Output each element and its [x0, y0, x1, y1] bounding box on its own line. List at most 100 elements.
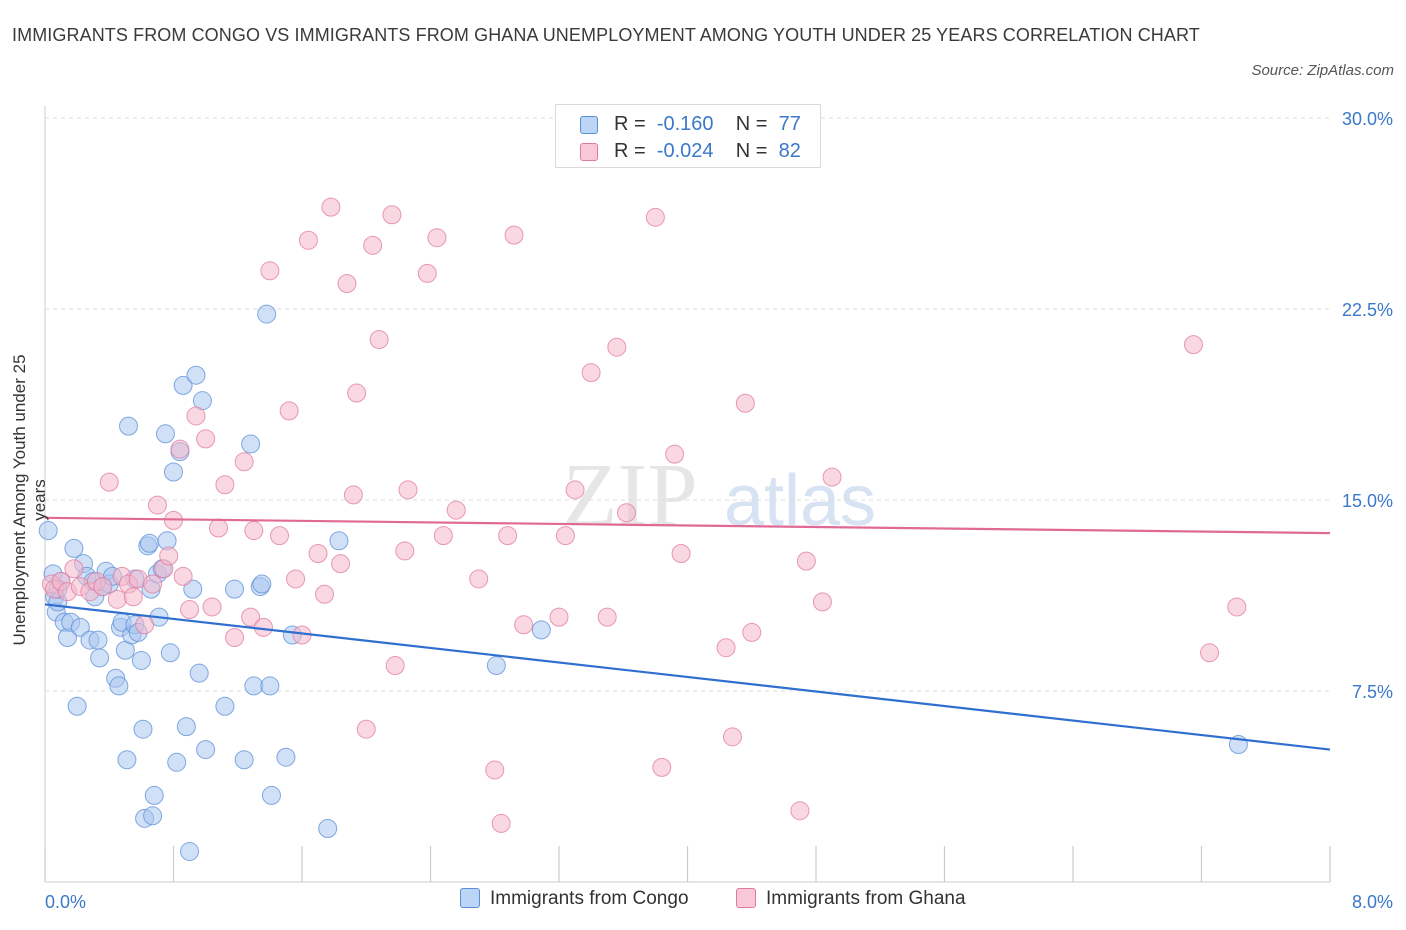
series-congo [38, 304, 1248, 861]
congo-point-58 [215, 696, 235, 716]
ghana-point-27 [208, 518, 228, 538]
bottom-legend-ghana: Immigrants from Ghana [736, 888, 966, 910]
legend-swatch-congo [580, 116, 598, 134]
congo-point-72 [486, 656, 506, 676]
ghana-point-40 [308, 543, 328, 563]
ghana-point-82 [822, 467, 842, 487]
ghana-point-74 [671, 543, 691, 563]
series-ghana [41, 197, 1247, 833]
congo-point-40 [144, 785, 164, 805]
congo-point-24 [109, 676, 129, 696]
ghana-point-73 [665, 444, 685, 464]
legend-n-label-congo: N = [735, 113, 768, 135]
congo-point-10 [67, 696, 87, 716]
ghana-point-63 [514, 615, 534, 635]
x-tick-label-1: 8.0% [1352, 892, 1393, 912]
legend-r-value-congo: -0.160 [656, 113, 714, 135]
congo-point-67 [276, 747, 296, 767]
legend-n-value-congo: 77 [778, 113, 801, 135]
y-tick-label-1: 15.0% [1342, 491, 1393, 511]
congo-point-46 [160, 643, 180, 663]
congo-point-28 [117, 750, 137, 770]
y-tick-label-3: 30.0% [1342, 109, 1393, 129]
ghana-point-46 [347, 383, 367, 403]
ghana-point-26 [202, 597, 222, 617]
ghana-point-72 [652, 757, 672, 777]
bottom-legend-congo: Immigrants from Congo [460, 888, 689, 910]
congo-point-70 [329, 531, 349, 551]
ghana-point-69 [607, 337, 627, 357]
bottom-legend-swatch-ghana [736, 888, 756, 908]
ghana-point-65 [555, 526, 575, 546]
ghana-point-22 [173, 566, 193, 586]
ghana-point-49 [369, 330, 389, 350]
ghana-point-81 [812, 592, 832, 612]
ghana-point-25 [196, 429, 216, 449]
ghana-point-84 [1200, 643, 1220, 663]
ghana-point-47 [356, 719, 376, 739]
ghana-point-16 [143, 574, 163, 594]
congo-point-60 [234, 750, 254, 770]
ghana-point-80 [796, 551, 816, 571]
y-tick-label-2: 22.5% [1342, 300, 1393, 320]
congo-point-11 [70, 617, 90, 637]
ghana-point-50 [382, 205, 402, 225]
legend-r-value-ghana: -0.024 [656, 140, 714, 162]
ghana-point-37 [286, 569, 306, 589]
ghana-point-76 [722, 727, 742, 747]
ghana-point-60 [491, 813, 511, 833]
congo-point-54 [186, 365, 206, 385]
ghana-point-67 [581, 363, 601, 383]
congo-point-51 [176, 717, 196, 737]
ghana-point-13 [123, 587, 143, 607]
ghana-point-51 [385, 656, 405, 676]
ghana-point-57 [446, 500, 466, 520]
ghana-point-30 [234, 452, 254, 472]
congo-point-55 [189, 663, 209, 683]
ghana-point-48 [363, 235, 383, 255]
bottom-legend-label-ghana: Immigrants from Ghana [766, 888, 966, 909]
ghana-point-28 [215, 475, 235, 495]
ghana-point-58 [469, 569, 489, 589]
ghana-point-68 [597, 607, 617, 627]
congo-point-69 [318, 819, 338, 839]
bottom-legend-swatch-congo [460, 888, 480, 908]
legend-r-label-congo: R = [614, 113, 646, 135]
ghana-point-44 [337, 274, 357, 294]
congo-point-53 [183, 579, 203, 599]
ghana-point-9 [99, 472, 119, 492]
bottom-legend-label-congo: Immigrants from Congo [490, 888, 689, 909]
ghana-point-31 [241, 607, 261, 627]
congo-point-37 [139, 533, 159, 553]
ghana-point-56 [433, 526, 453, 546]
congo-point-33 [131, 650, 151, 670]
ghana-point-66 [565, 480, 585, 500]
ghana-point-4 [64, 559, 84, 579]
ghana-point-17 [147, 495, 167, 515]
congo-point-61 [241, 434, 261, 454]
congo-point-50 [173, 375, 193, 395]
ghana-point-55 [427, 228, 447, 248]
legend-r-label-ghana: R = [614, 140, 646, 162]
congo-trend-line [44, 603, 1331, 751]
x-tick-label-0: 0.0% [45, 892, 86, 912]
ghana-point-70 [616, 503, 636, 523]
source-label: Source: ZipAtlas.com [1251, 62, 1394, 79]
chart-title: IMMIGRANTS FROM CONGO VS IMMIGRANTS FROM… [12, 25, 1200, 45]
ghana-point-8 [93, 577, 113, 597]
ghana-point-32 [244, 521, 264, 541]
congo-point-44 [155, 424, 175, 444]
legend-n-label-ghana: N = [735, 140, 768, 162]
ghana-point-61 [498, 526, 518, 546]
legend-n-value-ghana: 82 [778, 140, 801, 162]
watermark-atlas: atlas [724, 461, 876, 541]
ghana-point-19 [159, 546, 179, 566]
congo-point-39 [143, 806, 163, 826]
congo-point-62 [244, 676, 264, 696]
congo-point-57 [196, 740, 216, 760]
ghana-point-21 [170, 439, 190, 459]
ghana-point-39 [298, 230, 318, 250]
y-axis-label: Unemployment Among Youth under 25 years [10, 354, 49, 646]
ghana-point-15 [135, 615, 155, 635]
congo-point-66 [261, 785, 281, 805]
